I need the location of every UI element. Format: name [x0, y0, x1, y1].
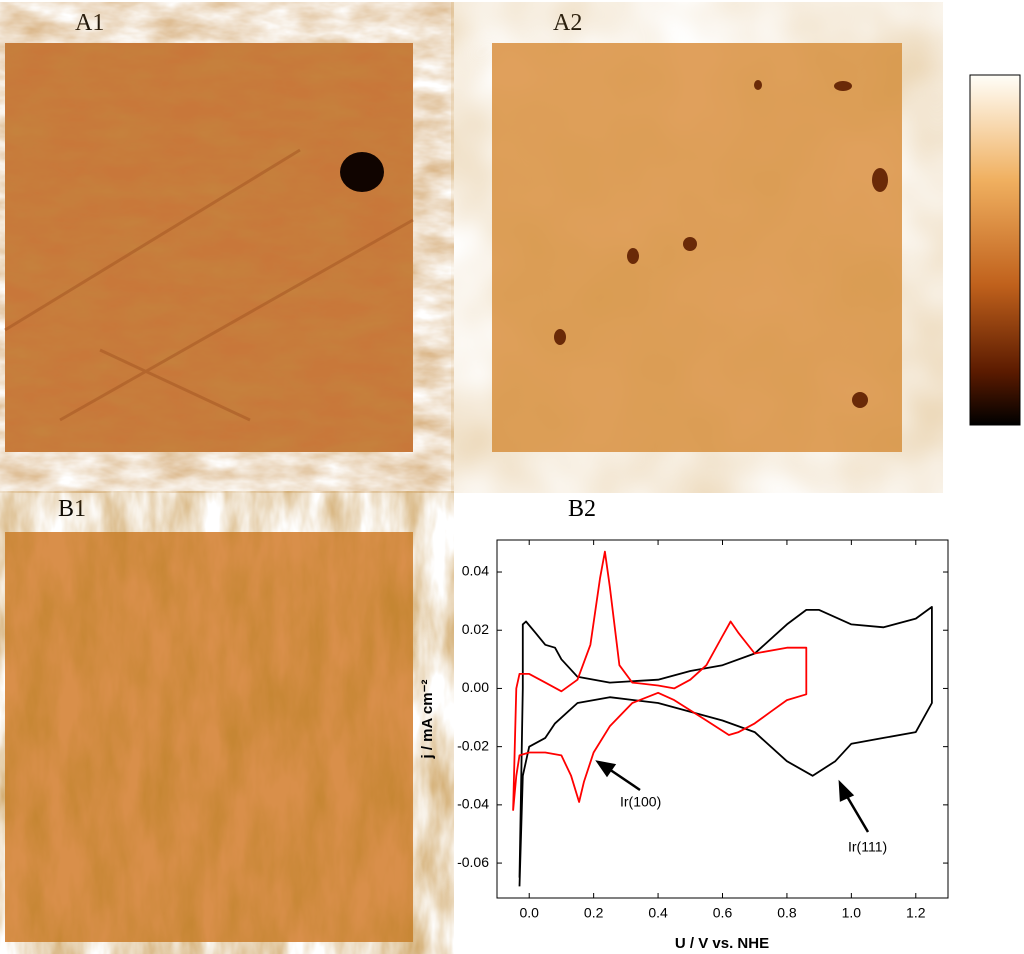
- x-tick-label: 1.2: [906, 905, 926, 921]
- panel-label: B2: [568, 496, 596, 522]
- panel-label: A2: [553, 10, 582, 36]
- x-tick-label: 0.6: [713, 905, 733, 921]
- y-tick-label: 0.00: [462, 679, 489, 695]
- stm-image-a1: [4, 43, 414, 452]
- annotation: Ir(111): [848, 839, 887, 855]
- x-tick-label: 0.8: [777, 905, 797, 921]
- y-tick-label: 0.04: [462, 563, 489, 579]
- cv-curve: [518, 606, 933, 887]
- panel-label: A1: [75, 10, 104, 36]
- x-axis-label: U / V vs. NHE: [675, 935, 769, 952]
- panel-label: B1: [58, 496, 86, 522]
- x-tick-label: 0.2: [584, 905, 604, 921]
- annotation: Ir(100): [620, 794, 661, 810]
- x-tick-label: 0.4: [648, 905, 668, 921]
- y-tick-label: 0.02: [462, 621, 489, 637]
- y-axis-label: j / mA cm⁻²: [419, 679, 436, 759]
- x-tick-label: 0.0: [519, 905, 539, 921]
- y-tick-label: -0.02: [457, 737, 489, 753]
- x-tick-label: 1.0: [842, 905, 862, 921]
- y-tick-label: -0.04: [457, 796, 489, 812]
- stm-image-b1: [5, 532, 413, 942]
- cv-plot: U / V vs. NHE j / mA cm⁻² Ir(100) Ir(111…: [419, 539, 949, 952]
- colorbar: [969, 74, 1021, 426]
- y-tick-label: -0.06: [457, 854, 489, 870]
- stm-image-a2: [492, 43, 902, 452]
- cv-curve: [512, 550, 808, 811]
- arrows: [595, 760, 870, 833]
